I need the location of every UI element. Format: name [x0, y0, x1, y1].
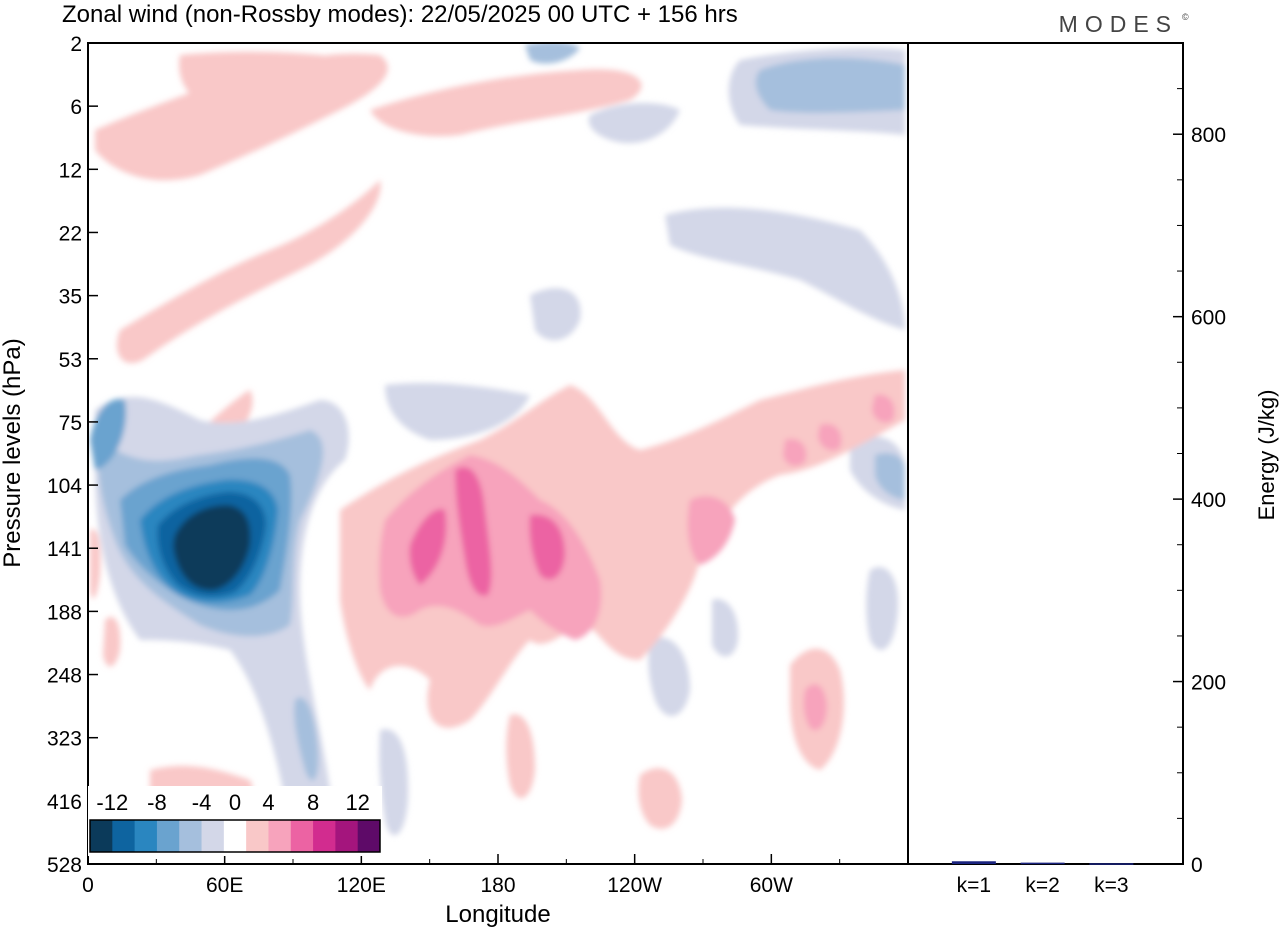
colorbar-swatch: [156, 820, 180, 852]
colorbar-tick-label: 4: [262, 790, 274, 815]
colorbar: -12 -8 -4 0 4 8 12: [88, 786, 382, 856]
colorbar-tick-label: 0: [229, 790, 241, 815]
colorbar-tick-label: -8: [147, 790, 167, 815]
y-tick-label: 2: [70, 33, 82, 56]
colorbar-frame: [89, 819, 381, 853]
energy-bar: [951, 861, 996, 864]
colorbar-swatch: [246, 820, 269, 852]
contour-pos-left-edge: [90, 529, 101, 599]
colorbar-swatch: [357, 820, 381, 852]
colorbar-swatch: [179, 820, 203, 852]
y-axis-ticks: 2 6 12 22 35 53 75 104 141 188 248 323 416 528: [47, 33, 98, 877]
brand-logo: MODES: [1059, 11, 1178, 37]
contour-pos-low-center2: [506, 714, 535, 799]
energy-category-label: k=1: [957, 874, 991, 897]
energy-bar: [1020, 862, 1065, 865]
colorbar-tick-label: 12: [345, 790, 369, 815]
colorbar-swatch: [290, 820, 314, 852]
x-tick-label: 120W: [607, 874, 662, 897]
y-tick-label: 104: [47, 475, 82, 498]
energy-category-label: k=2: [1025, 874, 1059, 897]
energy-tick-label: 0: [1191, 854, 1203, 877]
contour-neg-lower-arm: [294, 697, 319, 781]
x-axis-ticks: 0 60E 120E 180 120W 60W: [82, 854, 841, 897]
y-axis-label: Pressure levels (hPa): [0, 338, 26, 567]
colorbar-swatch: [335, 820, 359, 852]
contour-pos-diag: [116, 180, 381, 364]
colorbar-swatch: [268, 820, 292, 852]
energy-tick-label: 200: [1191, 672, 1226, 695]
x-axis-label: Longitude: [445, 901, 550, 928]
contour-neg-upper-right: [665, 207, 905, 330]
contour-pos-top-strip: [370, 69, 642, 137]
colorbar-swatch: [223, 820, 247, 852]
colorbar-swatch: [201, 820, 225, 852]
contour-neg-lower-center: [648, 637, 690, 717]
contour-pos-main-l3b: [455, 466, 492, 596]
contour-pos-right-dot1: [783, 438, 807, 466]
heatmap-field: [88, 43, 908, 864]
contour-pos-right-dot3: [818, 423, 842, 451]
x-tick-label: 0: [82, 874, 94, 897]
contour-pos-low-right-core: [803, 684, 827, 731]
contour-neg-left-arm: [90, 399, 126, 470]
contour-pos-main-l3c: [529, 514, 565, 580]
contour-pos-low-center: [638, 768, 682, 829]
energy-frame: [907, 42, 1184, 865]
y-tick-label: 188: [47, 601, 82, 624]
contour-neg-lower-bar: [379, 729, 409, 836]
colorbar-swatch: [90, 820, 113, 852]
contour-pos-main-l3: [409, 509, 447, 585]
y-tick-label: 12: [59, 159, 82, 182]
contour-neg-mid-band: [385, 383, 530, 440]
x-tick-label: 180: [480, 874, 515, 897]
y-tick-label: 22: [59, 222, 82, 245]
contour-pos-right-dot2: [872, 394, 895, 423]
y-tick-label: 141: [47, 538, 82, 561]
y-tick-label: 35: [59, 286, 82, 309]
colorbar-tick-label: -12: [96, 790, 128, 815]
energy-tick-label: 600: [1191, 307, 1226, 330]
x-tick-label: 60E: [206, 874, 243, 897]
contour-neg-right-mid-core: [875, 453, 905, 500]
contour-neg-top-mid: [588, 103, 680, 144]
colorbar-tick-label: -4: [192, 790, 212, 815]
colorbar-swatch: [112, 820, 136, 852]
energy-bars: k=1 k=2 k=3: [951, 861, 1134, 897]
contour-pos-right-band: [687, 496, 735, 565]
y-tick-label: 248: [47, 665, 82, 688]
contour-pos-low-left: [103, 616, 121, 667]
contour-pos-band-upper: [95, 53, 388, 181]
y-tick-label: 323: [47, 728, 82, 751]
energy-axis-label: Energy (J/kg): [1254, 390, 1279, 521]
colorbar-tick-label: 8: [307, 790, 319, 815]
y-tick-label: 528: [47, 854, 82, 877]
energy-tick-label: 800: [1191, 124, 1226, 147]
chart-title: Zonal wind (non-Rossby modes): 22/05/202…: [62, 1, 738, 28]
contour-neg-jet-core: [173, 505, 251, 591]
contour-pos-main-l2: [379, 455, 602, 640]
y-tick-label: 75: [59, 412, 82, 435]
energy-category-label: k=3: [1094, 874, 1128, 897]
energy-axis-ticks: 0 200 400 600 800: [1173, 42, 1226, 877]
colorbar-swatch: [134, 820, 158, 852]
y-tick-label: 416: [47, 791, 82, 814]
contour-neg-right-low: [866, 566, 899, 650]
colorbar-swatch: [313, 820, 336, 852]
y-tick-label: 6: [70, 96, 82, 119]
contour-neg-mid-center: [530, 288, 581, 341]
energy-bar: [1089, 863, 1134, 865]
contour-neg-top-center: [525, 43, 580, 64]
contour-neg-lower-small: [712, 599, 739, 657]
x-tick-label: 120E: [337, 874, 386, 897]
contour-pos-top-left: [179, 51, 360, 110]
x-tick-label: 60W: [750, 874, 793, 897]
energy-tick-label: 400: [1191, 489, 1226, 512]
y-tick-label: 53: [59, 349, 82, 372]
contour-neg-top-right-core: [755, 58, 905, 113]
brand-mark: ©: [1182, 12, 1189, 22]
